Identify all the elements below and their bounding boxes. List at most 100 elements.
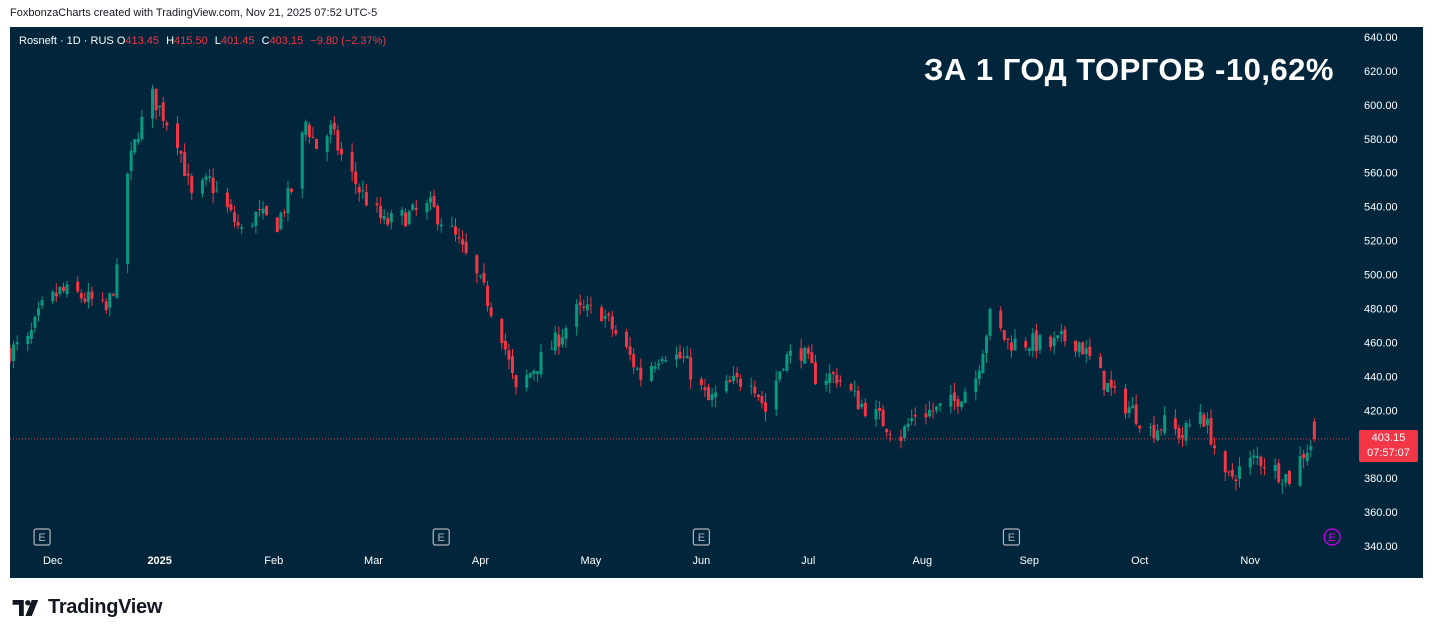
candle — [874, 399, 878, 427]
tradingview-icon — [12, 599, 39, 616]
candle — [339, 142, 343, 161]
earnings-icon[interactable]: E — [1002, 528, 1021, 546]
candle — [710, 387, 714, 408]
candle — [685, 345, 689, 359]
candle — [585, 295, 589, 317]
candle — [1123, 383, 1127, 419]
candle — [1173, 409, 1177, 436]
candle — [813, 354, 817, 386]
candle — [927, 400, 931, 419]
candle — [1252, 449, 1256, 465]
time-tick-label: Mar — [364, 555, 383, 567]
time-tick-label: May — [581, 555, 602, 567]
candle — [1131, 396, 1135, 409]
candle — [1127, 400, 1131, 419]
candle — [881, 404, 885, 427]
candle — [760, 390, 764, 409]
candle — [603, 309, 607, 328]
candle — [1049, 335, 1053, 352]
candle — [76, 276, 80, 294]
low-label: L — [214, 35, 221, 47]
candle — [1255, 446, 1259, 466]
earnings-icon[interactable]: E — [432, 528, 450, 546]
price-tick-label: 520.00 — [1364, 236, 1398, 248]
candle — [600, 305, 604, 322]
candle — [885, 428, 889, 438]
candle — [1059, 323, 1063, 343]
candle — [307, 121, 311, 144]
candle — [15, 335, 19, 351]
candle — [140, 109, 144, 142]
candle — [1259, 455, 1263, 475]
candle — [115, 257, 119, 299]
candle — [290, 188, 294, 195]
candle — [1287, 469, 1291, 487]
candle — [364, 183, 368, 207]
candle — [40, 296, 44, 309]
candle — [781, 367, 785, 372]
candle — [853, 380, 857, 397]
open-label: O — [116, 35, 126, 47]
symbol-legend[interactable]: Rosneft · 1D · RUS O413.45 H415.50 L401.… — [19, 35, 390, 47]
earnings-icon[interactable]: E — [33, 528, 51, 546]
earnings-icon[interactable]: E — [692, 528, 710, 546]
candle — [935, 406, 939, 414]
candle — [535, 371, 539, 383]
candle — [511, 349, 514, 380]
candle — [414, 199, 418, 216]
price-axis: 640.00 620.00 600.00 580.00 560.00 540.00 520.… — [1364, 32, 1398, 553]
candle — [154, 88, 158, 120]
candle — [453, 218, 457, 242]
tradingview-logo[interactable]: TradingView — [12, 596, 162, 619]
candle — [311, 127, 315, 139]
candle — [90, 286, 94, 306]
time-tick-label: Jul — [801, 555, 815, 567]
candle — [514, 374, 518, 395]
candle — [689, 348, 693, 389]
earnings-label: E — [38, 532, 45, 544]
candle — [949, 385, 953, 414]
candle — [984, 334, 988, 363]
candle — [329, 120, 333, 144]
candlestick-chart[interactable]: 640.00 620.00 600.00 580.00 560.00 540.00 520.… — [10, 27, 1423, 578]
candle — [133, 139, 137, 155]
time-axis: Dec 2025 Feb Mar Apr May Jun Jul Aug Sep Oct Nov — [43, 555, 1261, 567]
price-tick-label: 600.00 — [1364, 100, 1398, 112]
last-price-tag: 403.15 07:57:07 — [1359, 430, 1418, 462]
candle — [838, 375, 842, 387]
candle — [282, 209, 286, 218]
candle — [910, 409, 914, 426]
candle — [382, 209, 386, 225]
upcoming-earnings-icon[interactable]: E — [1323, 528, 1341, 546]
symbol-info[interactable]: Rosneft · 1D · RUS — [19, 35, 114, 47]
candle — [1088, 338, 1092, 360]
candle — [810, 344, 814, 364]
candle — [314, 138, 318, 150]
candle — [257, 199, 261, 217]
candle — [286, 181, 290, 222]
candle — [906, 417, 910, 432]
time-tick-label: Aug — [913, 555, 933, 567]
low-value: 401.45 — [220, 35, 255, 47]
candle — [1280, 478, 1284, 494]
candle — [10, 345, 12, 364]
bar-countdown: 07:57:07 — [1367, 447, 1410, 459]
candle — [728, 375, 732, 383]
earnings-label: E — [698, 532, 705, 544]
candle — [186, 163, 190, 186]
candle — [632, 348, 636, 374]
candle — [714, 385, 718, 408]
candle — [1248, 450, 1252, 476]
price-tick-label: 540.00 — [1364, 202, 1398, 214]
candle — [1284, 473, 1288, 488]
candle — [215, 180, 219, 193]
candle — [1302, 449, 1306, 469]
candle — [461, 230, 465, 253]
candle — [525, 369, 529, 392]
candle — [1109, 370, 1113, 397]
candle — [208, 169, 212, 183]
candle — [101, 292, 105, 303]
price-tick-label: 420.00 — [1364, 405, 1398, 417]
last-price-value: 403.15 — [1371, 432, 1406, 444]
earnings-label: E — [1008, 532, 1015, 544]
